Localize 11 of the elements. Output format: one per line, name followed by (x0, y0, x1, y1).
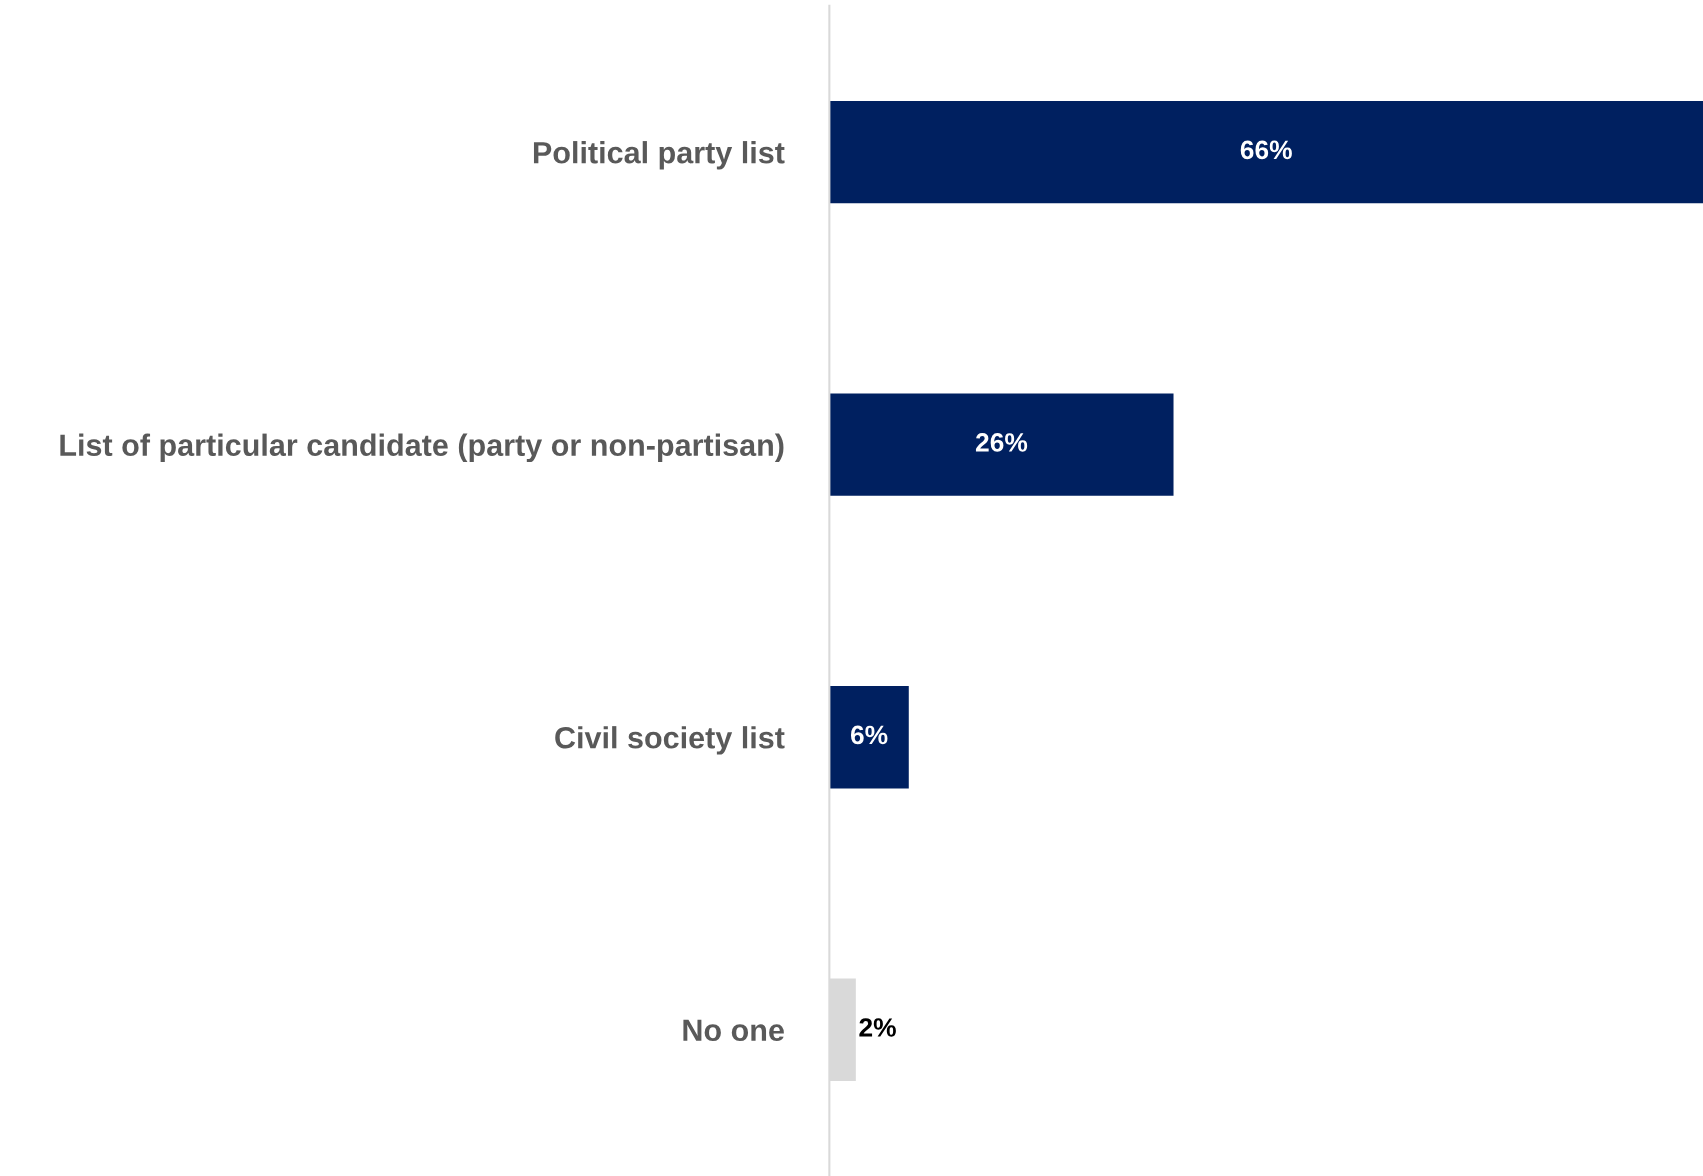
y-tick-label: Civil society list (555, 726, 785, 755)
data-label: 6% (850, 725, 888, 745)
bar (829, 393, 1174, 496)
y-tick-label: Political party list (533, 141, 785, 170)
data-label: 26% (975, 433, 1028, 452)
y-tick-label: List of particular candidate (party or non-partisan) (60, 433, 784, 463)
bar (829, 686, 909, 789)
data-label: 66% (1240, 140, 1292, 160)
data-label: 2% (859, 1018, 896, 1037)
bar (829, 100, 1703, 204)
y-tick-label: No one (683, 1019, 784, 1042)
